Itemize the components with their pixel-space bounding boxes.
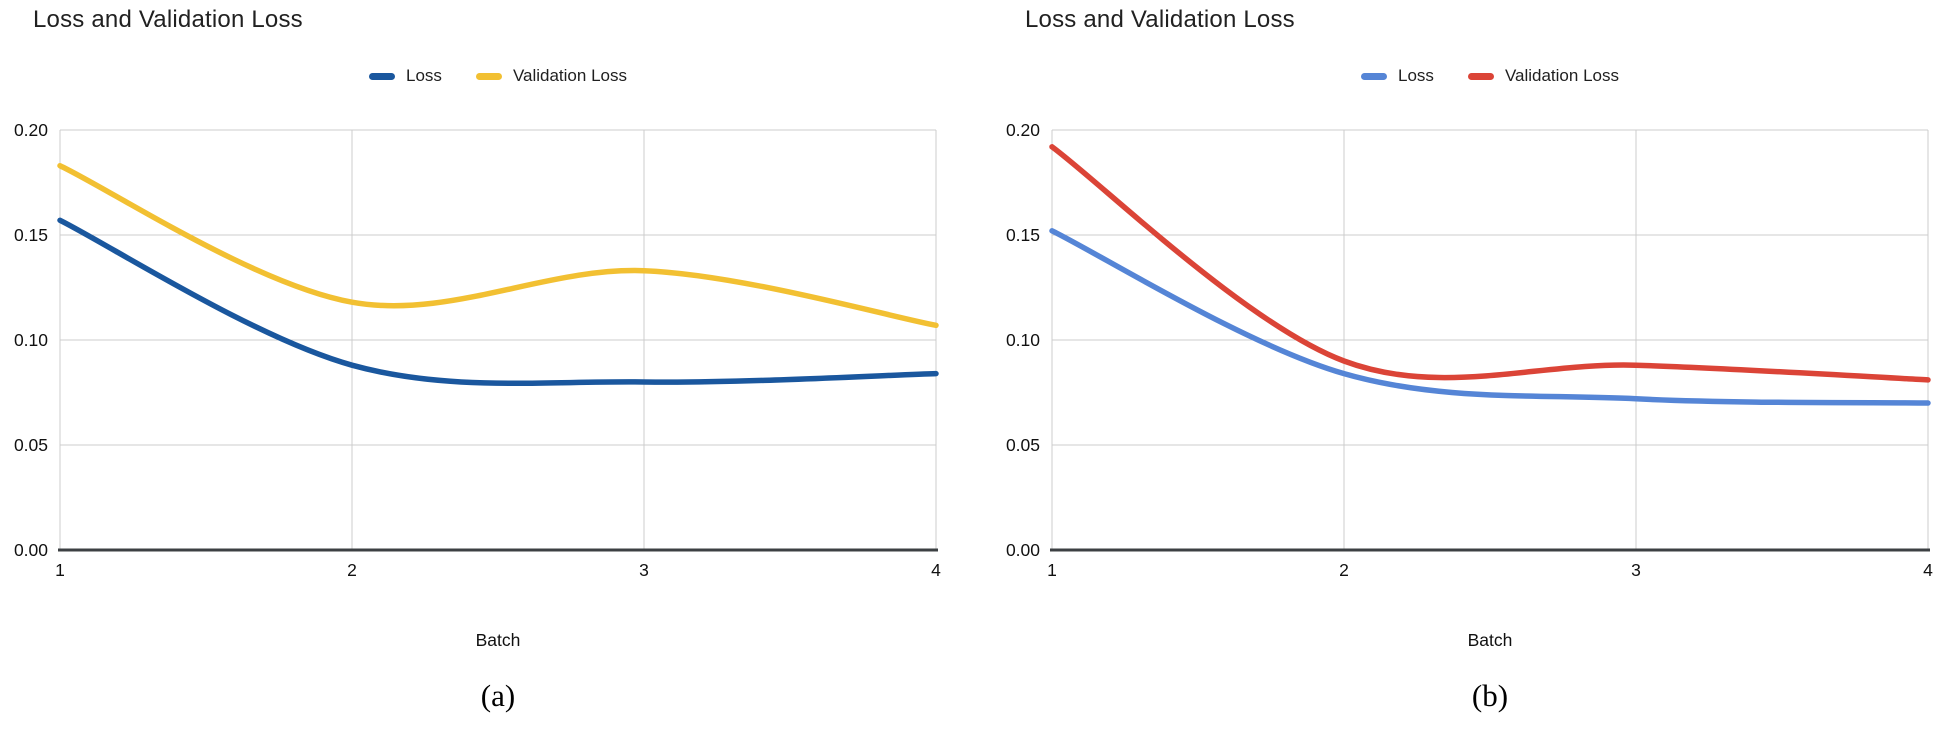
chart-b: Loss and Validation Loss Loss Validation… — [992, 0, 1940, 731]
x-tick-label: 3 — [639, 560, 649, 580]
y-tick-label: 0.20 — [13, 120, 48, 140]
chart-a-legend: Loss Validation Loss — [60, 66, 936, 86]
chart-b-legend: Loss Validation Loss — [1052, 66, 1928, 86]
chart-a: Loss and Validation Loss Loss Validation… — [0, 0, 948, 731]
legend-label-validation-loss: Validation Loss — [1504, 66, 1619, 85]
y-tick-label: 0.10 — [1005, 330, 1040, 350]
legend-item-loss: Loss — [369, 66, 442, 86]
chart-b-title: Loss and Validation Loss — [1025, 6, 1295, 33]
loss-series-swatch — [1361, 72, 1388, 80]
legend-item-loss: Loss — [1361, 66, 1434, 86]
y-tick-label: 0.10 — [13, 330, 48, 350]
x-tick-label: 3 — [1631, 560, 1641, 580]
y-tick-label: 0.15 — [1005, 225, 1040, 245]
y-tick-label: 0.15 — [13, 225, 48, 245]
validation-loss-series-swatch — [475, 72, 502, 80]
legend-label-loss: Loss — [406, 66, 442, 85]
x-tick-label: 1 — [1047, 560, 1057, 580]
chart-a-plot — [57, 129, 939, 552]
loss-series-swatch — [369, 72, 396, 80]
validation-loss-series-swatch — [1467, 72, 1494, 80]
chart-b-x-axis-title: Batch — [1467, 630, 1513, 650]
legend-label-validation-loss: Validation Loss — [512, 66, 627, 85]
chart-a-x-axis-title: Batch — [475, 630, 521, 650]
x-tick-label: 2 — [347, 560, 357, 580]
y-tick-label: 0.00 — [1005, 540, 1040, 560]
y-tick-label: 0.05 — [13, 435, 48, 455]
x-tick-label: 4 — [1923, 560, 1933, 580]
x-tick-label: 2 — [1339, 560, 1349, 580]
chart-a-caption: (a) — [480, 678, 516, 713]
legend-label-loss: Loss — [1398, 66, 1434, 85]
x-tick-label: 4 — [931, 560, 941, 580]
legend-item-validation-loss: Validation Loss — [475, 66, 627, 86]
y-tick-label: 0.05 — [1005, 435, 1040, 455]
legend-item-validation-loss: Validation Loss — [1467, 66, 1619, 86]
y-tick-label: 0.00 — [13, 540, 48, 560]
chart-a-title: Loss and Validation Loss — [33, 6, 303, 33]
y-tick-label: 0.20 — [1005, 120, 1040, 140]
x-tick-label: 1 — [55, 560, 65, 580]
chart-b-caption: (b) — [1471, 678, 1509, 713]
chart-b-plot — [1049, 129, 1931, 552]
